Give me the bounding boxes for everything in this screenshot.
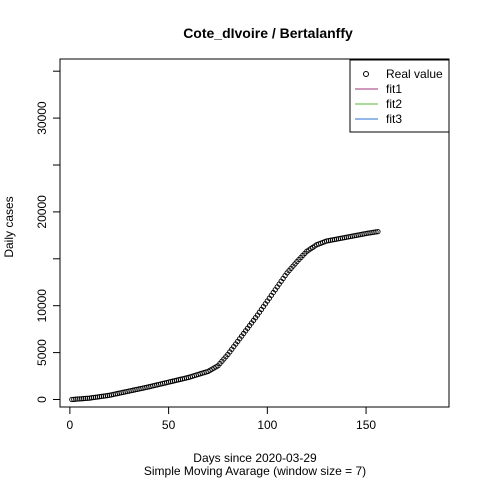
y-tick-label: 30000: [35, 101, 49, 135]
legend-label: fit1: [386, 82, 402, 96]
data-points: [69, 228, 381, 403]
chart-title: Cote_dIvoire / Bertalanffy: [183, 25, 353, 41]
x-tick-label: 150: [356, 418, 376, 432]
real-value-point: [375, 228, 381, 235]
x-tick-label: 0: [67, 418, 74, 432]
y-tick-label: 0: [35, 396, 49, 403]
x-tick-label: 100: [257, 418, 277, 432]
y-tick-label: 10000: [35, 289, 49, 323]
legend-label: fit2: [386, 97, 402, 111]
legend-marker: [363, 71, 369, 77]
y-tick-label: 5000: [35, 339, 49, 366]
legend-label: fit3: [386, 112, 402, 126]
axes: 0 50 100 150 0 5000 10000 20000 30000: [35, 58, 450, 432]
x-tick-label: 50: [162, 418, 176, 432]
x-axis-label: Days since 2020-03-29: [193, 451, 317, 465]
real-value-point: [373, 229, 379, 235]
y-axis-label: Daily cases: [2, 196, 16, 257]
legend-label: Real value: [386, 67, 443, 81]
y-tick-label: 20000: [35, 195, 49, 229]
chart-subtitle: Simple Moving Avarage (window size = 7): [144, 464, 366, 478]
